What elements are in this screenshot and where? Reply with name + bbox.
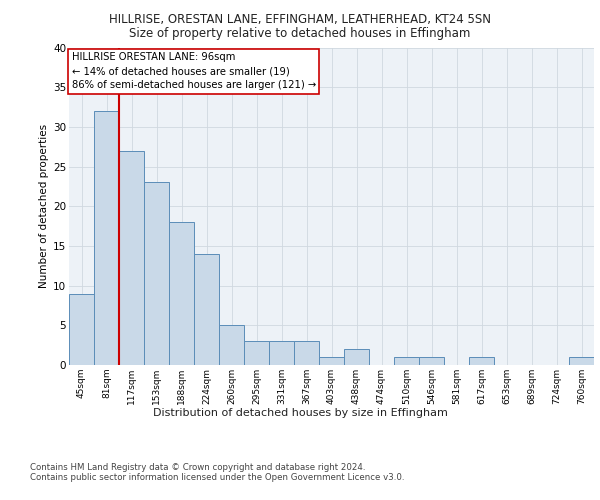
Bar	[119, 150, 144, 365]
Text: Size of property relative to detached houses in Effingham: Size of property relative to detached ho…	[130, 28, 470, 40]
Text: HILLRISE, ORESTAN LANE, EFFINGHAM, LEATHERHEAD, KT24 5SN: HILLRISE, ORESTAN LANE, EFFINGHAM, LEATH…	[109, 12, 491, 26]
Bar	[469, 357, 494, 365]
Bar	[94, 111, 119, 365]
Text: Distribution of detached houses by size in Effingham: Distribution of detached houses by size …	[152, 408, 448, 418]
Bar	[269, 341, 294, 365]
Text: HILLRISE ORESTAN LANE: 96sqm
← 14% of detached houses are smaller (19)
86% of se: HILLRISE ORESTAN LANE: 96sqm ← 14% of de…	[71, 52, 316, 90]
Text: Contains HM Land Registry data © Crown copyright and database right 2024.
Contai: Contains HM Land Registry data © Crown c…	[30, 462, 404, 482]
Bar	[219, 326, 244, 365]
Bar	[569, 357, 594, 365]
Bar	[69, 294, 94, 365]
Bar	[169, 222, 194, 365]
Bar	[294, 341, 319, 365]
Bar	[394, 357, 419, 365]
Bar	[194, 254, 219, 365]
Bar	[319, 357, 344, 365]
Bar	[419, 357, 444, 365]
Y-axis label: Number of detached properties: Number of detached properties	[39, 124, 49, 288]
Bar	[244, 341, 269, 365]
Bar	[344, 349, 369, 365]
Bar	[144, 182, 169, 365]
